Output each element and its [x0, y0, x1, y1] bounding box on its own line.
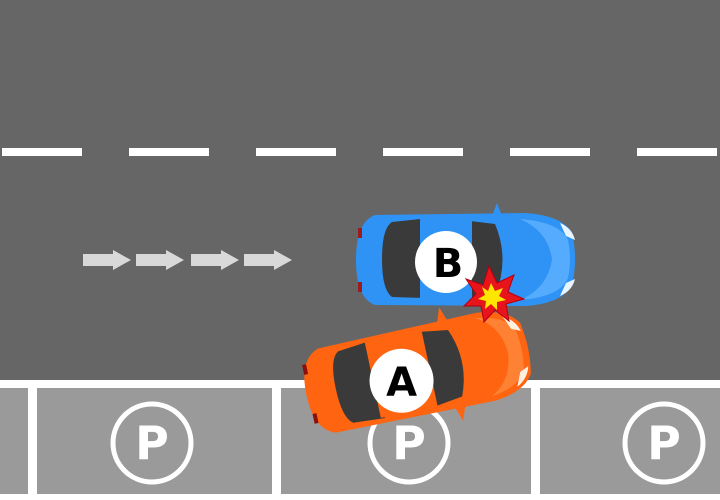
parking-space-divider — [531, 388, 540, 500]
car-b-label: B — [433, 241, 464, 287]
car-a-windshield — [419, 330, 464, 407]
arrow-right-icon — [244, 250, 292, 270]
direction-arrows — [83, 250, 292, 270]
parking-sign-label: P — [392, 416, 426, 470]
car-a-shading — [475, 317, 524, 397]
car-a-taillight — [302, 364, 309, 375]
car-b: B — [356, 203, 575, 315]
parking-sign-label: P — [647, 416, 681, 470]
car-b-taillight — [358, 228, 362, 238]
parking-bottom-line — [0, 494, 720, 500]
car-a-mirror — [437, 307, 447, 323]
car-b-headlight — [560, 223, 575, 240]
car-b-taillight — [358, 282, 362, 292]
car-a-mirror — [455, 406, 466, 421]
car-a: A — [302, 307, 531, 433]
car-b-rear-window — [382, 219, 424, 298]
parking-sign-icon: P — [622, 401, 706, 485]
parking-space-divider — [28, 388, 37, 500]
car-a-taillight — [312, 413, 319, 424]
lane-dash — [510, 148, 590, 156]
car-b-badge — [415, 231, 477, 293]
car-b-mirror — [492, 203, 502, 216]
lane-dash — [256, 148, 336, 156]
lane-dash — [383, 148, 463, 156]
arrow-right-icon — [191, 250, 239, 270]
car-a-badge — [369, 348, 434, 413]
car-b-headlight — [560, 279, 575, 296]
car-a-headlight — [517, 366, 529, 387]
car-a-label: A — [386, 360, 417, 406]
explosion-icon — [462, 264, 526, 324]
arrow-right-icon — [83, 250, 131, 270]
parking-sign-label: P — [135, 416, 169, 470]
lane-dash — [2, 148, 82, 156]
lane-divider — [2, 148, 717, 156]
lane-dash — [129, 148, 209, 156]
arrow-right-icon — [136, 250, 184, 270]
lane-dash — [637, 148, 717, 156]
explosion-inner — [478, 283, 506, 310]
car-a-rear-window — [333, 342, 385, 423]
car-b-shading — [520, 219, 570, 300]
parking-sign-icon: P — [110, 401, 194, 485]
parking-space-divider — [272, 388, 281, 500]
